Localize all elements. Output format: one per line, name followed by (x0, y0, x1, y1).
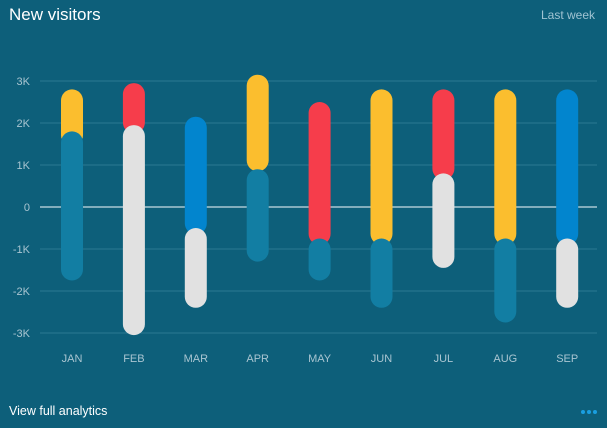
x-tick-label: JUN (371, 353, 392, 365)
bar-jul[interactable] (432, 89, 455, 268)
bar-segment-lower[interactable] (370, 238, 393, 308)
period-selector[interactable]: Last week (540, 8, 595, 22)
bar-segment-lower[interactable] (246, 169, 269, 262)
bar-segment-lower[interactable] (184, 228, 207, 308)
bar-segment-upper[interactable] (184, 116, 207, 235)
x-tick-label: JUL (434, 353, 454, 365)
bar-segment-lower[interactable] (432, 173, 455, 268)
x-tick-label: APR (246, 353, 269, 365)
y-tick-label: 2K (17, 118, 31, 130)
bar-jun[interactable] (370, 89, 393, 308)
bar-segment-lower[interactable] (556, 238, 579, 308)
chart-title: New visitors (9, 5, 101, 24)
bar-apr[interactable] (246, 74, 269, 262)
bar-segment-lower[interactable] (61, 131, 83, 281)
y-tick-label: 3K (17, 76, 31, 88)
bar-segment-lower[interactable] (308, 238, 331, 281)
x-tick-label: JAN (62, 353, 83, 365)
y-tick-label: -1K (13, 244, 31, 256)
bar-segment-upper[interactable] (61, 89, 83, 147)
x-tick-label: AUG (493, 353, 517, 365)
bar-segment-upper[interactable] (494, 89, 517, 245)
x-tick-label: SEP (556, 353, 578, 365)
bar-mar[interactable] (184, 116, 207, 308)
bar-may[interactable] (308, 102, 331, 281)
bar-segment-lower[interactable] (494, 238, 517, 323)
y-tick-label: 0 (24, 202, 30, 214)
y-tick-label: -3K (13, 328, 31, 340)
labels-layer: 3K 2K 1K 0 -1K -2K -3K JAN FEB MAR APR MAY JUN JUL AUG… (13, 76, 578, 365)
x-tick-label: MAY (308, 353, 332, 365)
y-tick-label: 1K (17, 160, 31, 172)
bar-segment-upper[interactable] (432, 89, 455, 180)
x-tick-label: MAR (184, 353, 209, 365)
bar-segment-upper[interactable] (556, 89, 579, 245)
bars-layer (61, 74, 579, 336)
view-analytics-link[interactable]: View full analytics (9, 404, 108, 418)
bar-aug[interactable] (494, 89, 517, 323)
bar-segment-upper[interactable] (246, 74, 269, 172)
more-dots-icon[interactable] (581, 410, 597, 414)
bar-sep[interactable] (556, 89, 579, 308)
bar-segment-upper[interactable] (122, 83, 145, 134)
bar-feb[interactable] (122, 83, 145, 336)
bar-segment-lower[interactable] (122, 125, 145, 336)
bar-jan[interactable] (61, 89, 83, 281)
bar-segment-upper[interactable] (308, 102, 331, 245)
bar-segment-upper[interactable] (370, 89, 393, 245)
y-tick-label: -2K (13, 286, 31, 298)
x-tick-label: FEB (123, 353, 144, 365)
